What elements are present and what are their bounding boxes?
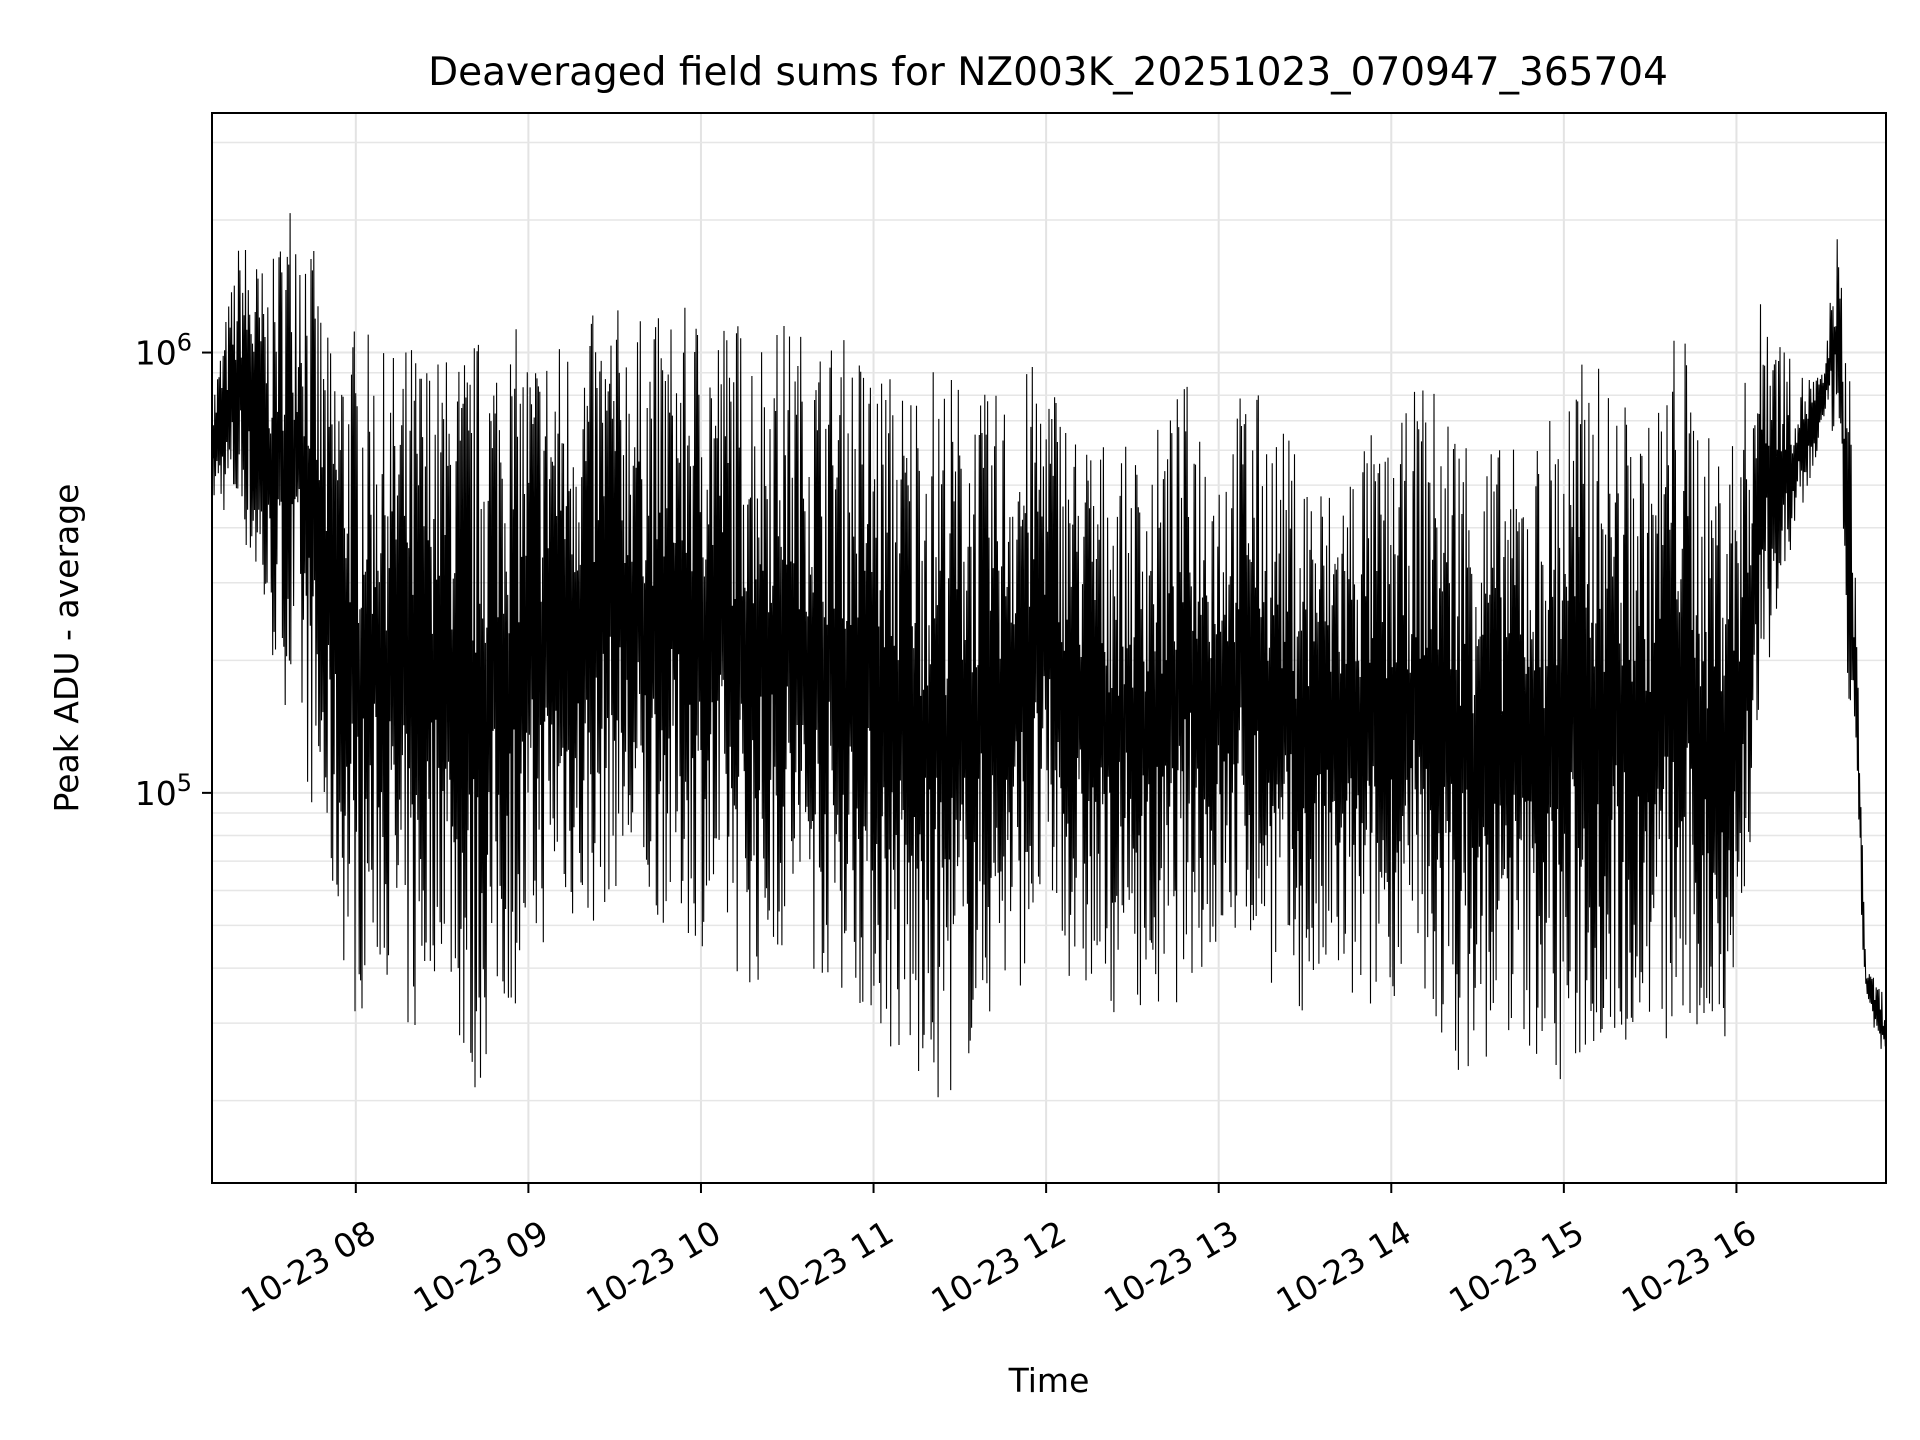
y-axis-label: Peak ADU - average [47,484,86,813]
x-axis-label: Time [1008,1361,1090,1400]
y-axis: 105 106 [135,329,212,813]
y-tick-label: 106 [135,329,192,373]
series-path [211,213,1887,1098]
plot-frame [211,112,1887,1184]
chart-title: Deaveraged field sums for NZ003K_2025102… [428,50,1668,95]
data-series-line [211,213,1887,1098]
y-tick-label: 105 [135,769,192,813]
